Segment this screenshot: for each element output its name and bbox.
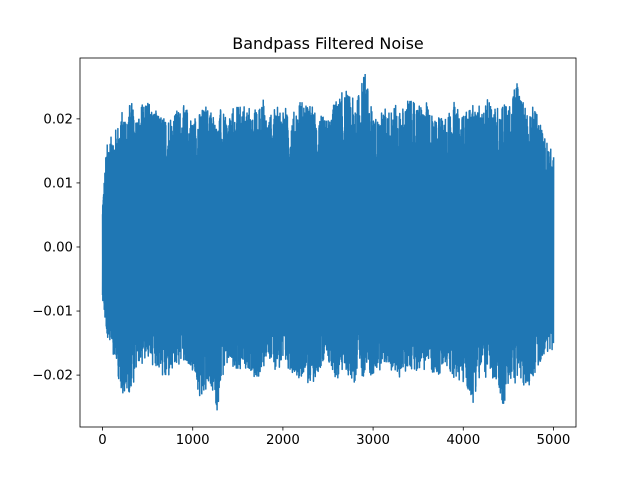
axes: 0 1000 2000 3000 4000 5000 −0.02 −0.01 0.00 0.01 0… <box>32 57 577 448</box>
x-tick-label: 0 <box>98 433 106 448</box>
y-tick-label: 0.02 <box>43 112 73 127</box>
y-tick-label: 0.01 <box>43 176 73 191</box>
x-tick-label: 3000 <box>356 433 390 448</box>
y-tick-label: −0.02 <box>32 369 73 384</box>
chart-title: Bandpass Filtered Noise <box>232 34 424 53</box>
plot-area <box>101 74 555 411</box>
axes-frame <box>79 57 577 428</box>
series-line-0 <box>101 74 555 411</box>
x-tick-label: 5000 <box>537 433 571 448</box>
y-tick-label: 0.00 <box>43 240 73 255</box>
x-tick-label: 1000 <box>176 433 210 448</box>
x-tick-label: 2000 <box>266 433 300 448</box>
y-tick-label: −0.01 <box>32 305 73 320</box>
x-tick-label: 4000 <box>446 433 480 448</box>
